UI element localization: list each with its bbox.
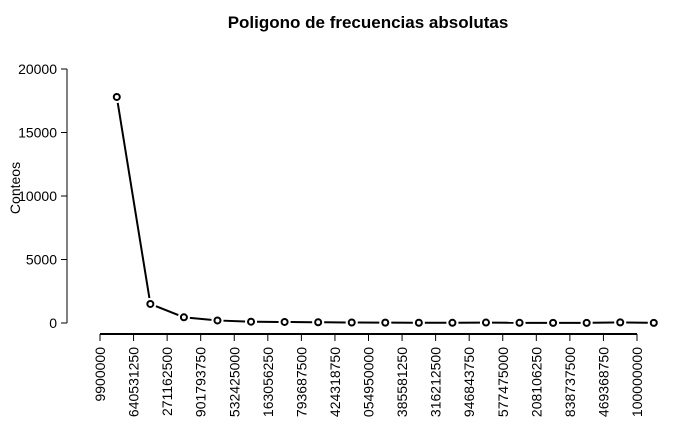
series-line-segment xyxy=(223,319,246,323)
data-point xyxy=(213,316,222,325)
data-point xyxy=(280,317,289,326)
x-tick-label: 901793750 xyxy=(193,347,209,417)
data-point xyxy=(146,299,155,308)
x-tick-label: 100000000 xyxy=(629,347,645,417)
data-point xyxy=(179,313,188,322)
data-point xyxy=(314,318,323,327)
data-point xyxy=(448,318,457,327)
y-tick-label: 10000 xyxy=(18,188,57,204)
data-point xyxy=(247,317,256,326)
x-tick-label: 385581250 xyxy=(394,347,410,417)
x-tick-label: 208106250 xyxy=(528,347,544,417)
data-point xyxy=(347,318,356,327)
y-tick-label: 15000 xyxy=(18,125,57,141)
x-tick-label: 946843750 xyxy=(461,347,477,417)
data-point xyxy=(549,318,558,327)
y-tick-label: 5000 xyxy=(26,252,57,268)
x-tick-label: 316212500 xyxy=(428,347,444,417)
data-point xyxy=(582,318,591,327)
data-point xyxy=(381,318,390,327)
series-line-segment xyxy=(189,316,212,321)
x-tick-label: 469368750 xyxy=(595,347,611,417)
x-tick-label: 9900000 xyxy=(92,347,108,402)
x-tick-label: 838737500 xyxy=(562,347,578,417)
chart-title: Poligono de frecuencias absolutas xyxy=(228,13,509,32)
x-tick-label: 793687500 xyxy=(293,347,309,417)
x-tick-label: 577475000 xyxy=(495,347,511,417)
y-axis-label: Conteos xyxy=(7,162,23,214)
data-point xyxy=(616,318,625,327)
series-line-segment xyxy=(116,102,151,299)
x-tick-label: 532425000 xyxy=(226,347,242,417)
data-point xyxy=(515,318,524,327)
data-point xyxy=(414,318,423,327)
x-axis: 9900000 640531250 271162500 901793750 532425… xyxy=(92,333,645,417)
x-tick-label: 054950000 xyxy=(361,347,377,417)
y-tick-label: 20000 xyxy=(18,61,57,77)
data-point xyxy=(649,318,658,327)
series-line-segment xyxy=(155,305,179,316)
x-tick-label: 271162500 xyxy=(159,347,175,416)
x-tick-label: 424318750 xyxy=(327,347,343,417)
x-tick-label: 640531250 xyxy=(126,347,142,417)
y-tick-label: 0 xyxy=(49,315,57,331)
data-series xyxy=(112,92,658,327)
data-point xyxy=(112,92,121,101)
x-tick-label: 163056250 xyxy=(260,347,276,417)
y-axis: 0 5000 10000 15000 20000 xyxy=(18,61,68,331)
data-point xyxy=(481,318,490,327)
